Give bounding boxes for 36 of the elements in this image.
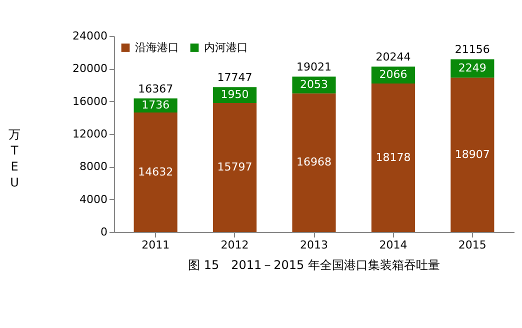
data-label: 18178 — [376, 150, 411, 164]
legend-label: 内河港口 — [204, 40, 248, 54]
data-label: 18907 — [454, 148, 490, 161]
data-label: 14632 — [138, 165, 174, 178]
y-tick-label: 16000 — [72, 94, 108, 108]
total-label: 17747 — [217, 71, 252, 84]
data-label: 2053 — [300, 78, 328, 92]
data-label: 1950 — [220, 88, 249, 102]
bar — [134, 112, 178, 232]
x-tick-label: 2013 — [300, 238, 328, 252]
x-tick-label: 2012 — [220, 238, 249, 252]
y-tick-label: 8000 — [80, 160, 108, 174]
y-axis-title: 万TEU — [8, 128, 21, 190]
data-label: 15797 — [217, 160, 252, 174]
y-tick-label: 4000 — [80, 192, 108, 206]
x-tick-label: 2014 — [379, 238, 408, 252]
y-tick-label: 24000 — [72, 30, 108, 42]
bar — [292, 93, 336, 232]
y-tick-label: 12000 — [72, 128, 108, 140]
bar — [371, 84, 415, 232]
total-label: 20244 — [376, 50, 411, 64]
data-label: 1736 — [142, 98, 170, 112]
bar — [213, 102, 257, 232]
legend-label: 沿海港口 — [135, 40, 179, 54]
data-label: 2066 — [379, 68, 408, 82]
y-tick-label: 0 — [100, 226, 108, 238]
y-tick-label: 20000 — [72, 62, 108, 76]
data-label: 16968 — [296, 156, 332, 169]
x-tick-label: 2015 — [458, 238, 486, 252]
bar — [450, 78, 494, 232]
total-label: 21156 — [454, 43, 490, 56]
data-label: 2249 — [458, 61, 486, 74]
x-tick-label: 2011 — [142, 238, 170, 252]
total-label: 16367 — [138, 82, 174, 96]
text: 图 15 2011－2015 年全国港口集装箱吞吐量 — [188, 258, 440, 272]
total-label: 19021 — [296, 60, 332, 74]
